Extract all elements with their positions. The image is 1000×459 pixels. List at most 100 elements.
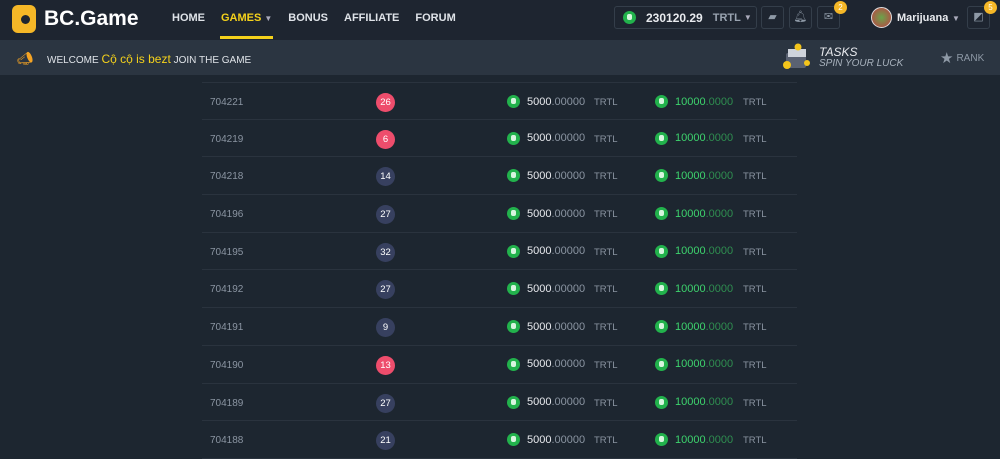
table-row[interactable]: 704190 13 5000.00000 TRTL 10000.0000 TRT… xyxy=(202,346,797,384)
table-row[interactable]: 704189 27 5000.00000 TRTL 10000.0000 TRT… xyxy=(202,384,797,422)
bet-int: 5000 xyxy=(527,207,552,220)
trtl-coin-icon xyxy=(655,95,668,108)
payout-dec: .0000 xyxy=(705,320,734,333)
chevron-down-icon[interactable]: ▼ xyxy=(952,14,960,23)
payout-int: 10000 xyxy=(675,169,706,182)
game-id[interactable]: 704189 xyxy=(210,397,244,409)
payout-amount: 10000.0000 xyxy=(655,433,734,447)
mail-icon: ✉ xyxy=(823,11,834,23)
bet-currency: TRTL xyxy=(594,246,618,258)
game-id[interactable]: 704188 xyxy=(210,435,244,447)
game-id[interactable]: 704195 xyxy=(210,246,244,258)
top-bar: BC.Game HOME GAMES ▼ BONUS AFFILIATE FORU… xyxy=(0,0,1000,40)
bet-currency: TRTL xyxy=(594,435,618,447)
bet-dec: .00000 xyxy=(551,207,586,220)
result-number: 9 xyxy=(376,318,395,338)
table-row[interactable]: 704192 27 5000.00000 TRTL 10000.0000 TRT… xyxy=(202,270,797,309)
table-row[interactable]: 704218 14 5000.00000 TRTL 10000.0000 TRT… xyxy=(202,157,797,196)
payout-dec: .0000 xyxy=(705,358,734,371)
bet-amount: 5000.00000 xyxy=(507,433,586,447)
bet-dec: .00000 xyxy=(551,433,586,446)
nav-games-label: GAMES xyxy=(221,12,262,24)
bet-currency: TRTL xyxy=(594,359,618,371)
payout-dec: .0000 xyxy=(705,282,734,295)
bet-amount: 5000.00000 xyxy=(507,131,585,145)
bet-dec: .00000 xyxy=(551,320,586,333)
welcome-username: Cộ cộ is bezt xyxy=(101,52,171,66)
chat-icon: ◩ xyxy=(973,11,984,23)
wallet-balance: 230120.29 xyxy=(646,10,703,25)
payout-amount: 10000.0000 xyxy=(655,95,733,108)
trtl-coin-icon xyxy=(507,320,520,334)
payout-int: 10000 xyxy=(675,320,706,333)
wallet-button[interactable]: ▰ xyxy=(761,6,784,29)
nav-home[interactable]: HOME xyxy=(172,12,205,24)
bet-amount: 5000.00000 xyxy=(507,169,586,183)
payout-dec: .0000 xyxy=(705,245,734,258)
messages-button[interactable]: ✉ xyxy=(817,6,840,29)
bell-icon: 🔔︎ xyxy=(793,11,808,23)
chevron-down-icon: ▼ xyxy=(743,13,752,22)
nav-games[interactable]: GAMES ▼ xyxy=(219,0,274,40)
payout-dec: .0000 xyxy=(705,132,734,145)
game-id[interactable]: 704218 xyxy=(210,171,244,183)
payout-int: 10000 xyxy=(675,282,706,295)
game-id[interactable]: 704196 xyxy=(210,209,244,221)
bet-dec: .00000 xyxy=(551,245,586,258)
nav-forum[interactable]: FORUM xyxy=(415,12,456,24)
game-id[interactable]: 704221 xyxy=(210,97,244,108)
table-row[interactable]: 704196 27 5000.00000 TRTL 10000.0000 TRT… xyxy=(202,195,797,233)
trtl-coin-icon xyxy=(655,169,668,183)
bet-int: 5000 xyxy=(527,358,552,371)
bet-amount: 5000.00000 xyxy=(507,95,585,108)
bet-amount: 5000.00000 xyxy=(507,282,586,296)
logo[interactable]: BC.Game xyxy=(12,5,139,33)
game-id[interactable]: 704190 xyxy=(210,359,244,371)
mail-badge: 2 xyxy=(834,1,847,14)
game-id[interactable]: 704191 xyxy=(210,322,244,334)
bet-int: 5000 xyxy=(527,433,552,446)
bet-amount: 5000.00000 xyxy=(507,357,585,371)
bet-amount: 5000.00000 xyxy=(507,207,586,221)
game-id[interactable]: 704192 xyxy=(210,284,244,296)
chat-button[interactable]: ◩ xyxy=(967,6,990,29)
table-row[interactable]: 704195 32 5000.00000 TRTL 10000.0000 TRT… xyxy=(202,233,797,271)
trtl-coin-icon xyxy=(507,95,520,108)
spin-label: SPIN YOUR LUCK xyxy=(819,58,904,69)
chat-badge: 5 xyxy=(984,1,997,14)
payout-currency: TRTL xyxy=(743,97,767,108)
main-nav: HOME GAMES ▼ BONUS AFFILIATE FORUM xyxy=(172,0,472,40)
table-row[interactable]: 704188 21 5000.00000 TRTL 10000.0000 TRT… xyxy=(202,421,797,459)
bet-dec: .00000 xyxy=(551,282,586,295)
payout-amount: 10000.0000 xyxy=(655,207,733,221)
rank-link[interactable]: ★ RANK xyxy=(940,49,984,67)
result-number: 21 xyxy=(376,431,395,451)
payout-amount: 10000.0000 xyxy=(655,282,734,296)
bet-currency: TRTL xyxy=(594,97,618,108)
username[interactable]: Marijuana xyxy=(897,12,949,24)
trtl-coin-icon xyxy=(507,357,520,371)
payout-currency: TRTL xyxy=(743,359,767,371)
bet-int: 5000 xyxy=(527,320,552,333)
payout-dec: .0000 xyxy=(705,169,734,182)
bet-dec: .00000 xyxy=(551,169,586,182)
nav-affiliate[interactable]: AFFILIATE xyxy=(344,12,400,24)
game-id[interactable]: 704219 xyxy=(210,133,244,145)
table-row[interactable]: 704191 9 5000.00000 TRTL 10000.0000 TRTL xyxy=(202,308,797,346)
trtl-coin-icon xyxy=(655,357,668,371)
notifications-button[interactable]: 🔔︎ xyxy=(789,6,812,29)
trtl-coin-icon xyxy=(655,433,668,447)
tasks-link[interactable]: TASKS xyxy=(819,45,858,59)
table-row[interactable]: 704221 26 5000.00000 TRTL 10000.0000 TRT… xyxy=(202,82,797,120)
avatar[interactable] xyxy=(871,7,892,28)
nav-bonus[interactable]: BONUS xyxy=(288,12,328,24)
payout-currency: TRTL xyxy=(743,171,767,183)
bet-currency: TRTL xyxy=(594,322,618,334)
bet-int: 5000 xyxy=(527,396,552,408)
payout-dec: .0000 xyxy=(705,433,734,446)
table-row[interactable]: 704219 6 5000.00000 TRTL 10000.0000 TRTL xyxy=(202,120,797,158)
payout-int: 10000 xyxy=(675,433,706,446)
wallet-selector[interactable]: 230120.29 TRTL ▼ xyxy=(614,6,757,29)
trtl-coin-icon xyxy=(507,433,520,447)
payout-int: 10000 xyxy=(675,132,706,145)
